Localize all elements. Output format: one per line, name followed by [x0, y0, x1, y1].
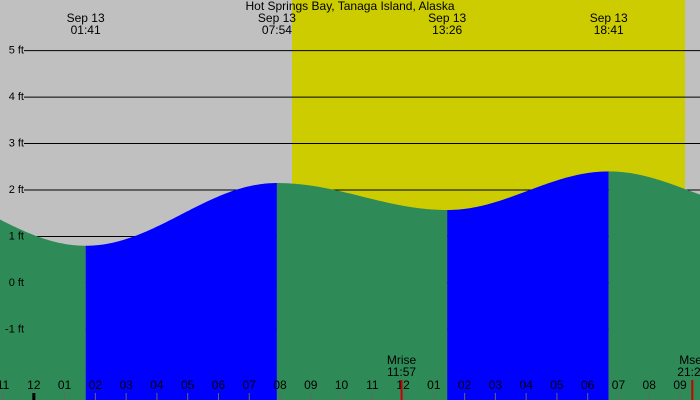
x-tick-label: 07: [243, 378, 257, 392]
extreme-date: Sep 13: [428, 11, 466, 25]
x-tick-label: 03: [489, 378, 503, 392]
x-tick-label: 10: [335, 378, 349, 392]
x-tick-label: 04: [150, 378, 164, 392]
x-tick-label: 04: [519, 378, 533, 392]
extreme-time: 07:54: [262, 23, 292, 37]
y-tick-label: -1 ft: [5, 323, 24, 335]
x-tick-label: 03: [119, 378, 133, 392]
tide-segment: [85, 183, 277, 400]
y-tick-label: 0 ft: [9, 277, 24, 289]
moon-time: 11:57: [387, 365, 416, 379]
extreme-time: 01:41: [71, 23, 101, 37]
x-tick-label: 11: [366, 378, 379, 392]
moon-time: 21:24: [677, 365, 700, 379]
moon-label: Mset: [679, 353, 700, 367]
x-tick-label: 01: [58, 378, 72, 392]
x-tick-label: 09: [304, 378, 318, 392]
x-tick-label: 06: [212, 378, 226, 392]
extreme-time: 13:26: [432, 23, 462, 37]
x-tick-label: 12: [27, 378, 41, 392]
x-tick-label: 08: [643, 378, 657, 392]
tide-segment: [447, 171, 609, 400]
tide-segment: [276, 183, 448, 400]
y-tick-label: 5 ft: [9, 45, 24, 57]
x-tick-label: 02: [458, 378, 472, 392]
x-tick-label: 01: [427, 378, 441, 392]
y-tick-label: 3 ft: [9, 137, 24, 149]
x-tick-label: 07: [612, 378, 626, 392]
x-tick-label: 08: [273, 378, 287, 392]
x-tick-label: 05: [181, 378, 195, 392]
y-tick-label: 2 ft: [9, 184, 24, 196]
tide-segment: [608, 171, 700, 400]
extreme-date: Sep 13: [258, 11, 296, 25]
y-tick-label: 4 ft: [9, 91, 24, 103]
x-tick-label: 05: [550, 378, 564, 392]
extreme-time: 18:41: [594, 23, 624, 37]
y-tick-label: 1 ft: [9, 230, 24, 242]
extreme-date: Sep 13: [67, 11, 105, 25]
x-tick-label: 09: [673, 378, 687, 392]
tide-segment: [0, 219, 86, 400]
x-tick-label: 06: [581, 378, 595, 392]
x-tick-label: 12: [396, 378, 410, 392]
x-tick-label: 02: [89, 378, 103, 392]
moon-label: Mrise: [387, 353, 417, 367]
chart-title: Hot Springs Bay, Tanaga Island, Alaska: [245, 0, 454, 13]
extreme-date: Sep 13: [590, 11, 628, 25]
x-tick-label: 11: [0, 378, 10, 392]
